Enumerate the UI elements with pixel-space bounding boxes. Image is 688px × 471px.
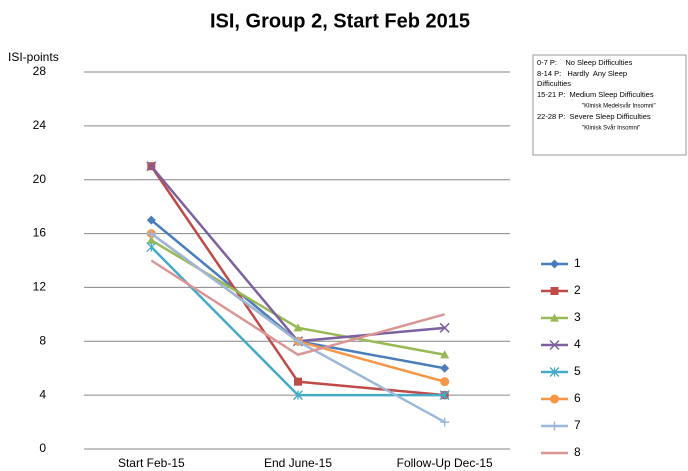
y-tick-label: 12	[33, 280, 47, 294]
legend-label: 2	[574, 283, 581, 297]
legend-label: 3	[574, 310, 581, 324]
legend-marker	[550, 287, 559, 295]
chart-title: ISI, Group 2, Start Feb 2015	[210, 10, 470, 32]
legend-marker	[550, 394, 559, 404]
annotation-text: 0-7 P: No Sleep Difficulties	[537, 58, 633, 67]
x-tick-label: End June-15	[264, 456, 332, 470]
legend-label: 1	[574, 256, 581, 270]
marker	[293, 323, 303, 332]
y-tick-label: 24	[33, 118, 47, 132]
marker	[440, 363, 450, 373]
legend-label: 8	[574, 445, 581, 459]
legend-marker	[550, 259, 559, 269]
y-tick-label: 8	[39, 333, 46, 347]
annotation-text: 8-14 P: Hardly Any Sleep	[537, 69, 627, 78]
legend-label: 7	[574, 418, 581, 432]
y-tick-label: 16	[33, 226, 47, 240]
marker	[146, 215, 156, 225]
marker	[146, 235, 156, 244]
marker	[146, 229, 156, 239]
legend-marker	[549, 367, 560, 377]
y-axis-label: ISI-points	[8, 50, 59, 64]
y-tick-label: 28	[33, 64, 47, 78]
marker	[293, 336, 303, 346]
y-tick-label: 0	[39, 441, 46, 455]
legend-label: 5	[574, 364, 581, 378]
series-line	[150, 259, 445, 357]
series-line	[150, 246, 445, 397]
marker	[440, 417, 450, 427]
annotation-text: Difficulties	[537, 79, 571, 88]
legend-marker	[550, 313, 559, 322]
legend-marker	[550, 421, 559, 431]
legend-marker	[549, 339, 560, 351]
annotation-text: 22-28 P: Severe Sleep Difficulties	[537, 112, 651, 121]
x-tick-label: Start Feb-15	[118, 456, 185, 470]
marker	[439, 322, 450, 333]
marker	[439, 390, 450, 401]
marker	[294, 377, 302, 386]
marker	[146, 242, 157, 252]
marker	[146, 161, 157, 172]
annotation-text: "Klinisk Medelsvår Insomni"	[582, 103, 656, 110]
legend-label: 4	[574, 337, 581, 351]
marker	[440, 377, 450, 387]
annotation-text: "Klinisk Svår Insomni"	[582, 125, 640, 132]
annotation-box	[532, 54, 687, 156]
y-tick-label: 4	[39, 387, 46, 401]
x-tick-label: Follow-Up Dec-15	[397, 456, 493, 470]
marker	[293, 390, 303, 401]
marker	[440, 350, 450, 359]
annotation-text: 15-21 P: Medium Sleep Difficulties	[537, 90, 654, 99]
y-tick-label: 20	[33, 172, 47, 186]
series-line	[150, 165, 445, 343]
legend-label: 6	[574, 391, 581, 405]
